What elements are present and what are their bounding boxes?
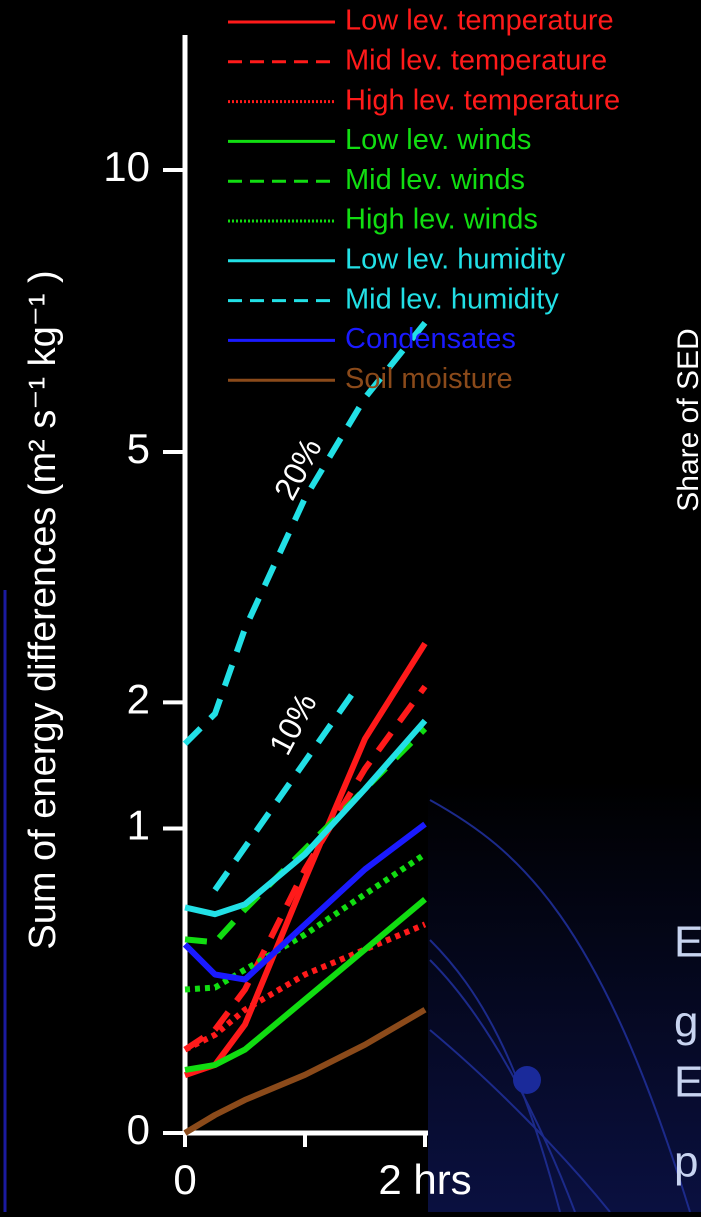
legend-label: Soil moisture: [345, 363, 513, 395]
slide-dot: [513, 1066, 541, 1094]
right-axis-label: Share of SED: [672, 328, 701, 511]
legend-label: Low lev. humidity: [345, 243, 566, 275]
slide-text-fragment: E: [674, 918, 701, 967]
y-tick-label: 2: [127, 675, 150, 722]
x-tick-label: 2 hrs: [378, 1156, 471, 1203]
x-tick-label: 0: [173, 1156, 196, 1203]
slide-text-fragment: E: [674, 1058, 701, 1107]
slide-text-fragment: p: [674, 1138, 698, 1187]
slide-image: [428, 780, 701, 1212]
legend-label: Low lev. winds: [345, 124, 531, 156]
legend-label: Condensates: [345, 323, 516, 355]
slide-text-fragment: g: [674, 998, 698, 1047]
y-tick-label: 0: [127, 1106, 150, 1153]
legend-label: Mid lev. humidity: [345, 283, 559, 315]
legend-label: Mid lev. winds: [345, 164, 525, 196]
legend-label: Low lev. temperature: [345, 5, 614, 37]
y-tick-label: 1: [127, 802, 150, 849]
legend-label: High lev. winds: [345, 204, 538, 236]
page: Share of SED EgEp Sum of energy differen…: [0, 0, 701, 1212]
y-axis-label: Sum of energy differences (m² s⁻¹ kg⁻¹ ): [22, 270, 64, 949]
legend-label: High lev. temperature: [345, 84, 620, 116]
y-tick-label: 5: [127, 425, 150, 472]
chart: Share of SED EgEp Sum of energy differen…: [0, 0, 701, 1212]
y-tick-label: 10: [103, 143, 150, 190]
legend-label: Mid lev. temperature: [345, 44, 607, 76]
